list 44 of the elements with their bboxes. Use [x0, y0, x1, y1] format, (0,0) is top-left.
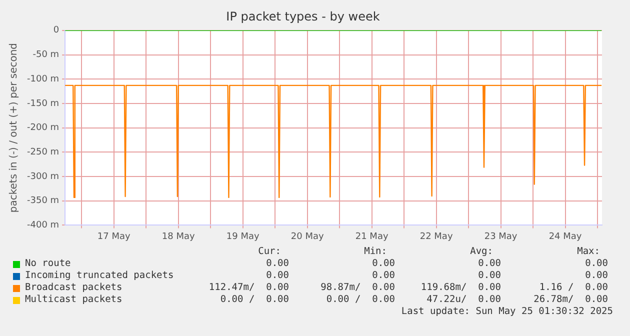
text: 47.22u/ 0.00 — [426, 294, 501, 306]
text: Last update: Sun May 25 01:30:32 2025 — [401, 306, 613, 318]
x-tick-label: 23 May — [484, 232, 518, 242]
text: 112.47m/ 0.00 — [208, 282, 289, 294]
legend-label: Multicast packets — [25, 294, 122, 306]
text: 0.00 — [585, 258, 608, 270]
text: Avg: — [470, 246, 493, 258]
y-tick-label: 0 — [53, 26, 60, 36]
x-tick-label: 21 May — [355, 232, 389, 242]
text: Max: — [577, 246, 600, 258]
legend-label: No route — [25, 258, 71, 270]
text: Min: — [364, 246, 387, 258]
y-tick-label: -150 m — [26, 98, 60, 109]
y-tick-label: -250 m — [26, 147, 60, 158]
y-tick-label: -50 m — [32, 50, 60, 60]
y-axis-title: packets in (-) / out (+) per second — [8, 42, 20, 213]
y-tick-label: -350 m — [26, 196, 60, 206]
x-tick-label: 19 May — [226, 232, 260, 242]
text: 98.87m/ 0.00 — [320, 282, 395, 294]
legend-label: Incoming truncated packets — [25, 270, 174, 282]
text: 1.16 / 0.00 — [539, 282, 608, 294]
x-tick-label: 22 May — [420, 232, 454, 242]
legend-label: Broadcast packets — [25, 282, 122, 294]
text: 26.78m/ 0.00 — [534, 294, 608, 306]
chart-title: IP packet types - by week — [226, 9, 380, 24]
text: 0.00 — [478, 270, 501, 282]
x-tick-label: 17 May — [97, 232, 131, 242]
text: 0.00 — [372, 270, 395, 282]
y-tick-label: -400 m — [26, 220, 60, 231]
y-tick-label: -200 m — [26, 123, 60, 134]
x-tick-label: 24 May — [548, 232, 582, 242]
y-tick-label: -100 m — [26, 74, 60, 84]
y-tick-label: -300 m — [26, 172, 60, 182]
text: 119.68m/ 0.00 — [420, 282, 501, 294]
text: 0.00 — [266, 258, 289, 270]
x-tick-label: 18 May — [162, 232, 196, 242]
text: 0.00 / 0.00 — [220, 294, 289, 306]
text: 0.00 — [372, 258, 395, 270]
text: 0.00 — [266, 270, 289, 282]
text: 0.00 / 0.00 — [326, 294, 395, 306]
text: 0.00 — [478, 258, 501, 270]
x-tick-label: 20 May — [290, 232, 324, 242]
text: Cur: — [258, 246, 281, 258]
text: 0.00 — [585, 270, 608, 282]
